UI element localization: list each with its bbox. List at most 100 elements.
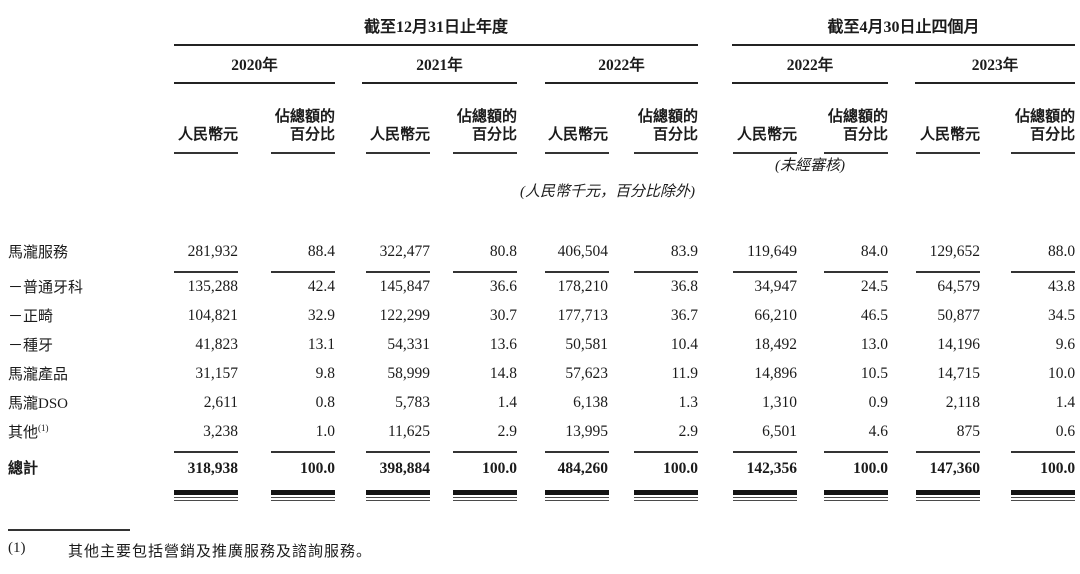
cell-value: 2,118 bbox=[945, 394, 981, 412]
total-value: 484,260 bbox=[557, 459, 608, 477]
row-label: －普通牙科 bbox=[8, 279, 84, 296]
column-rule bbox=[824, 271, 889, 273]
cell-value: 14,196 bbox=[937, 336, 981, 354]
column-rule bbox=[271, 152, 335, 154]
column-rule bbox=[824, 152, 889, 154]
cell-value: 88.4 bbox=[307, 243, 335, 261]
column-rule bbox=[1011, 152, 1076, 154]
table-row: －正畸 104,821 32.9 122,299 30.7 177,713 36… bbox=[8, 302, 1075, 331]
cell-value: 406,504 bbox=[557, 243, 608, 261]
row-label: －種牙 bbox=[8, 337, 54, 354]
cell-value: 14,715 bbox=[937, 365, 981, 383]
column-rule bbox=[634, 451, 699, 453]
column-rule bbox=[733, 271, 798, 273]
cell-value: 1,310 bbox=[762, 394, 798, 412]
cell-value: 5,783 bbox=[395, 394, 430, 412]
cell-value: 1.4 bbox=[497, 394, 517, 412]
cell-value: 13.0 bbox=[860, 336, 889, 354]
cell-value: 13.6 bbox=[489, 336, 517, 354]
cell-value: 178,210 bbox=[557, 278, 608, 296]
cell-value: 119,649 bbox=[747, 243, 798, 261]
cell-value: 322,477 bbox=[379, 243, 430, 261]
cell-value: 135,288 bbox=[187, 278, 238, 296]
row-label: 其他(1) bbox=[8, 418, 174, 447]
total-value: 100.0 bbox=[1040, 459, 1076, 477]
units-note-row: (人民幣千元，百分比除外) bbox=[8, 178, 1075, 205]
total-label: 總計 bbox=[8, 461, 39, 477]
column-rule bbox=[634, 271, 699, 273]
total-double-rule bbox=[824, 490, 889, 501]
total-value: 318,938 bbox=[187, 459, 238, 477]
cell-value: 6,138 bbox=[573, 394, 608, 412]
cell-value: 46.5 bbox=[860, 307, 889, 325]
pct-line2: 百分比 bbox=[289, 127, 335, 143]
row-label: 馬瀧DSO bbox=[8, 395, 69, 412]
cell-value: 13,995 bbox=[565, 423, 608, 441]
column-rule bbox=[733, 451, 798, 453]
col-header-pct: 佔總額的 百分比 bbox=[608, 83, 698, 148]
cell-value: 64,579 bbox=[937, 278, 981, 296]
cell-value: 43.8 bbox=[1047, 278, 1076, 296]
pct-line2: 百分比 bbox=[1030, 127, 1076, 143]
total-value: 100.0 bbox=[853, 459, 889, 477]
column-rule bbox=[366, 451, 430, 453]
cell-value: 54,331 bbox=[387, 336, 430, 354]
row-label: 馬瀧產品 bbox=[8, 366, 69, 383]
year-2023-4m: 2023年 bbox=[915, 45, 1076, 84]
col-header-rmb: 人民幣元 bbox=[737, 127, 798, 143]
section-header-four-months: 截至4月30日止四個月 bbox=[732, 8, 1076, 46]
total-top-rule-row bbox=[8, 447, 1076, 453]
total-double-rule bbox=[174, 490, 238, 501]
document-page: 截至12月31日止年度 截至4月30日止四個月 2020年 2021年 2022… bbox=[8, 8, 1076, 560]
column-rule bbox=[453, 271, 517, 273]
year-2020: 2020年 bbox=[174, 45, 335, 84]
cell-value: 104,821 bbox=[187, 307, 238, 325]
cell-value: 83.9 bbox=[670, 243, 699, 261]
footnote-ref: (1) bbox=[38, 422, 49, 433]
cell-value: 88.0 bbox=[1047, 243, 1076, 261]
cell-value: 129,652 bbox=[929, 243, 981, 261]
cell-value: 14,896 bbox=[754, 365, 798, 383]
cell-value: 14.8 bbox=[489, 365, 517, 383]
total-value: 147,360 bbox=[929, 459, 981, 477]
cell-value: 58,999 bbox=[387, 365, 430, 383]
year-2022: 2022年 bbox=[545, 45, 699, 84]
cell-value: 24.5 bbox=[860, 278, 889, 296]
cell-value: 42.4 bbox=[307, 278, 335, 296]
column-rule bbox=[916, 271, 981, 273]
section-header-row: 截至12月31日止年度 截至4月30日止四個月 bbox=[8, 8, 1076, 46]
total-value: 142,356 bbox=[746, 459, 798, 477]
total-double-rule-row bbox=[8, 485, 1076, 503]
col-header-rmb: 人民幣元 bbox=[920, 127, 981, 143]
column-rule bbox=[824, 451, 889, 453]
column-rule bbox=[733, 152, 798, 154]
column-rule bbox=[916, 451, 981, 453]
cell-value: 10.4 bbox=[670, 336, 699, 354]
cell-value: 2,611 bbox=[203, 394, 238, 412]
cell-value: 66,210 bbox=[754, 307, 798, 325]
cell-value: 50,877 bbox=[937, 307, 981, 325]
col-header-rmb: 人民幣元 bbox=[369, 127, 430, 143]
footnote-text: 其他主要包括營銷及推廣服務及諮詢服務。 bbox=[68, 544, 373, 560]
cell-value: 9.8 bbox=[315, 365, 335, 383]
column-rule bbox=[366, 271, 430, 273]
pct-line1: 佔總額的 bbox=[274, 109, 335, 125]
total-double-rule bbox=[916, 490, 981, 501]
cell-value: 0.8 bbox=[315, 394, 335, 412]
column-rule bbox=[1011, 451, 1076, 453]
cell-value: 9.6 bbox=[1055, 336, 1076, 354]
cell-value: 80.8 bbox=[489, 243, 517, 261]
cell-value: 18,492 bbox=[754, 336, 798, 354]
footnote-marker: (1) bbox=[8, 540, 26, 556]
column-rule bbox=[453, 152, 517, 154]
cell-value: 1.3 bbox=[678, 394, 699, 412]
pct-line2: 百分比 bbox=[843, 127, 889, 143]
cell-value: 84.0 bbox=[860, 243, 889, 261]
total-double-rule bbox=[453, 490, 517, 501]
cell-value: 177,713 bbox=[557, 307, 608, 325]
row-label: 馬瀧服務 bbox=[8, 244, 69, 261]
col-header-rmb: 人民幣元 bbox=[177, 127, 238, 143]
year-2022-4m: 2022年 bbox=[732, 45, 889, 84]
table-row: 其他(1) 3,238 1.0 11,625 2.9 13,995 2.9 6,… bbox=[8, 418, 1075, 447]
row-label-text: 其他 bbox=[8, 424, 39, 441]
